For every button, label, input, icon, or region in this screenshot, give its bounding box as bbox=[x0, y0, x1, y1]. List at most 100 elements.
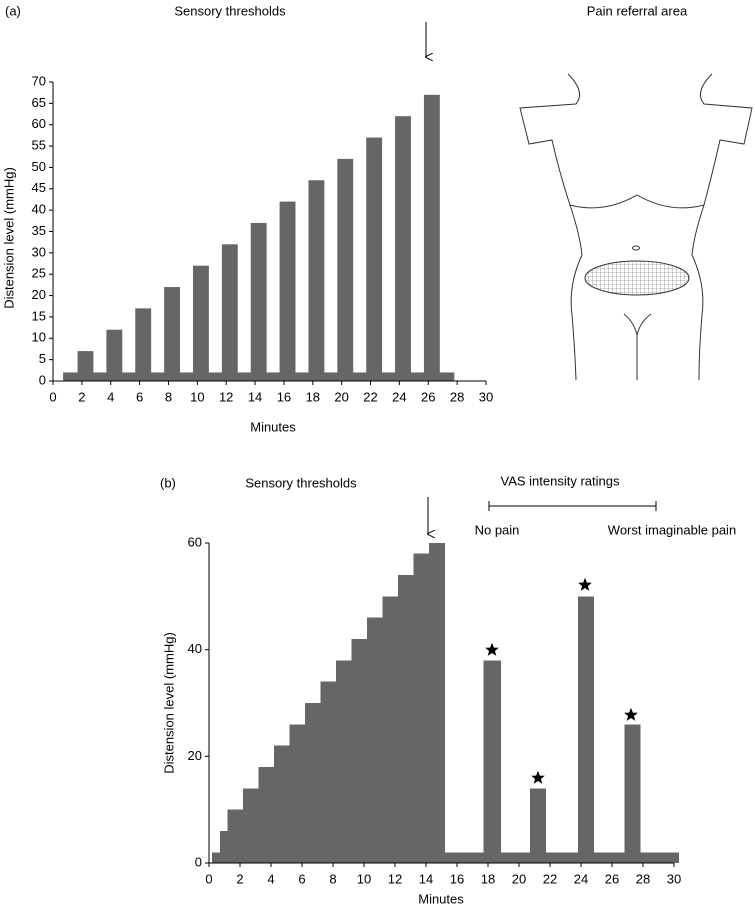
y-tick-label: 20 bbox=[32, 287, 46, 302]
step-bar bbox=[258, 767, 275, 863]
y-tick-label: 40 bbox=[188, 641, 202, 656]
step-bar bbox=[529, 788, 546, 863]
x-tick-label: 24 bbox=[392, 389, 406, 404]
vas-scale bbox=[488, 501, 657, 511]
step-bar bbox=[577, 596, 594, 863]
x-tick-label: 20 bbox=[512, 871, 526, 886]
y-tick-label: 5 bbox=[39, 351, 46, 366]
step-bar bbox=[382, 596, 399, 863]
x-tick-label: 6 bbox=[298, 871, 305, 886]
step-bar bbox=[483, 660, 501, 863]
y-tick-label: 60 bbox=[32, 116, 46, 131]
body-outline bbox=[519, 73, 753, 381]
step-bar bbox=[305, 703, 322, 863]
y-tick-label: 65 bbox=[32, 95, 46, 110]
chart-title: Sensory thresholds bbox=[174, 3, 286, 18]
step-bar bbox=[413, 553, 430, 863]
x-tick-label: 14 bbox=[248, 389, 262, 404]
y-tick-label: 0 bbox=[39, 372, 46, 387]
panel-label: (a) bbox=[5, 3, 21, 18]
x-tick-label: 10 bbox=[190, 389, 204, 404]
x-tick-label: 2 bbox=[78, 389, 85, 404]
x-tick-label: 30 bbox=[479, 389, 493, 404]
x-tick-label: 24 bbox=[574, 871, 588, 886]
step-bar bbox=[444, 852, 484, 863]
bar bbox=[77, 351, 94, 381]
y-tick-label: 45 bbox=[32, 180, 46, 195]
step-bar bbox=[219, 831, 229, 863]
x-tick-label: 8 bbox=[329, 871, 336, 886]
panel-label: (b) bbox=[160, 475, 176, 490]
bar bbox=[423, 94, 440, 382]
bar bbox=[135, 308, 152, 381]
x-tick-label: 28 bbox=[636, 871, 650, 886]
x-axis-label: Minutes bbox=[418, 891, 464, 906]
step-bar bbox=[545, 852, 579, 863]
step-bar bbox=[274, 745, 291, 863]
x-tick-label: 20 bbox=[334, 389, 348, 404]
y-tick-label: 15 bbox=[32, 308, 46, 323]
x-tick-label: 26 bbox=[605, 871, 619, 886]
y-axis-label: Distension level (mmHg) bbox=[161, 632, 176, 774]
x-tick-label: 18 bbox=[306, 389, 320, 404]
y-tick-label: 35 bbox=[32, 223, 46, 238]
vas-high-label: Worst imaginable pain bbox=[608, 522, 736, 537]
vas-star bbox=[485, 642, 499, 656]
x-tick-label: 2 bbox=[236, 871, 243, 886]
bar bbox=[308, 180, 325, 381]
vas-star bbox=[624, 707, 638, 721]
x-tick-label: 16 bbox=[277, 389, 291, 404]
step-bar bbox=[367, 617, 384, 863]
y-tick-label: 25 bbox=[32, 266, 46, 281]
x-tick-label: 12 bbox=[388, 871, 402, 886]
bar bbox=[337, 158, 354, 381]
step-bar bbox=[227, 809, 244, 863]
y-tick-label: 0 bbox=[195, 854, 202, 869]
x-tick-label: 0 bbox=[205, 871, 212, 886]
x-tick-label: 26 bbox=[421, 389, 435, 404]
bar bbox=[279, 201, 296, 381]
step-bar bbox=[320, 681, 337, 863]
vas-star bbox=[531, 770, 545, 784]
bar bbox=[221, 244, 238, 381]
x-tick-label: 28 bbox=[450, 389, 464, 404]
y-tick-label: 55 bbox=[32, 138, 46, 153]
step-bar bbox=[624, 724, 641, 863]
y-tick-label: 50 bbox=[32, 159, 46, 174]
step-bar bbox=[639, 852, 680, 863]
bar bbox=[250, 222, 267, 381]
bar bbox=[106, 329, 123, 381]
x-tick-label: 14 bbox=[419, 871, 433, 886]
x-tick-label: 6 bbox=[136, 389, 143, 404]
x-tick-label: 22 bbox=[543, 871, 557, 886]
x-tick-label: 22 bbox=[363, 389, 377, 404]
step-bar bbox=[398, 575, 415, 863]
x-tick-label: 12 bbox=[219, 389, 233, 404]
bar bbox=[193, 265, 209, 381]
y-tick-label: 40 bbox=[32, 202, 46, 217]
x-axis-label: Minutes bbox=[250, 419, 296, 434]
diagram-title: Pain referral area bbox=[587, 3, 688, 18]
step-bar bbox=[336, 660, 353, 863]
bar bbox=[366, 137, 383, 381]
vas-title: VAS intensity ratings bbox=[501, 473, 620, 488]
y-tick-label: 20 bbox=[188, 748, 202, 763]
step-bar bbox=[351, 639, 368, 863]
bar bbox=[164, 287, 181, 381]
y-tick-label: 70 bbox=[32, 73, 46, 88]
x-tick-label: 30 bbox=[667, 871, 681, 886]
y-tick-label: 60 bbox=[188, 534, 202, 549]
x-tick-label: 8 bbox=[165, 389, 172, 404]
x-tick-label: 10 bbox=[357, 871, 371, 886]
y-tick-label: 10 bbox=[32, 330, 46, 345]
x-tick-label: 4 bbox=[107, 389, 114, 404]
step-bar bbox=[243, 788, 260, 863]
chart-title: Sensory thresholds bbox=[245, 475, 357, 490]
vas-low-label: No pain bbox=[475, 522, 520, 537]
x-tick-label: 16 bbox=[450, 871, 464, 886]
step-bar bbox=[289, 724, 306, 863]
y-tick-label: 30 bbox=[32, 244, 46, 259]
step-bar bbox=[429, 543, 446, 863]
step-bar bbox=[593, 852, 625, 863]
